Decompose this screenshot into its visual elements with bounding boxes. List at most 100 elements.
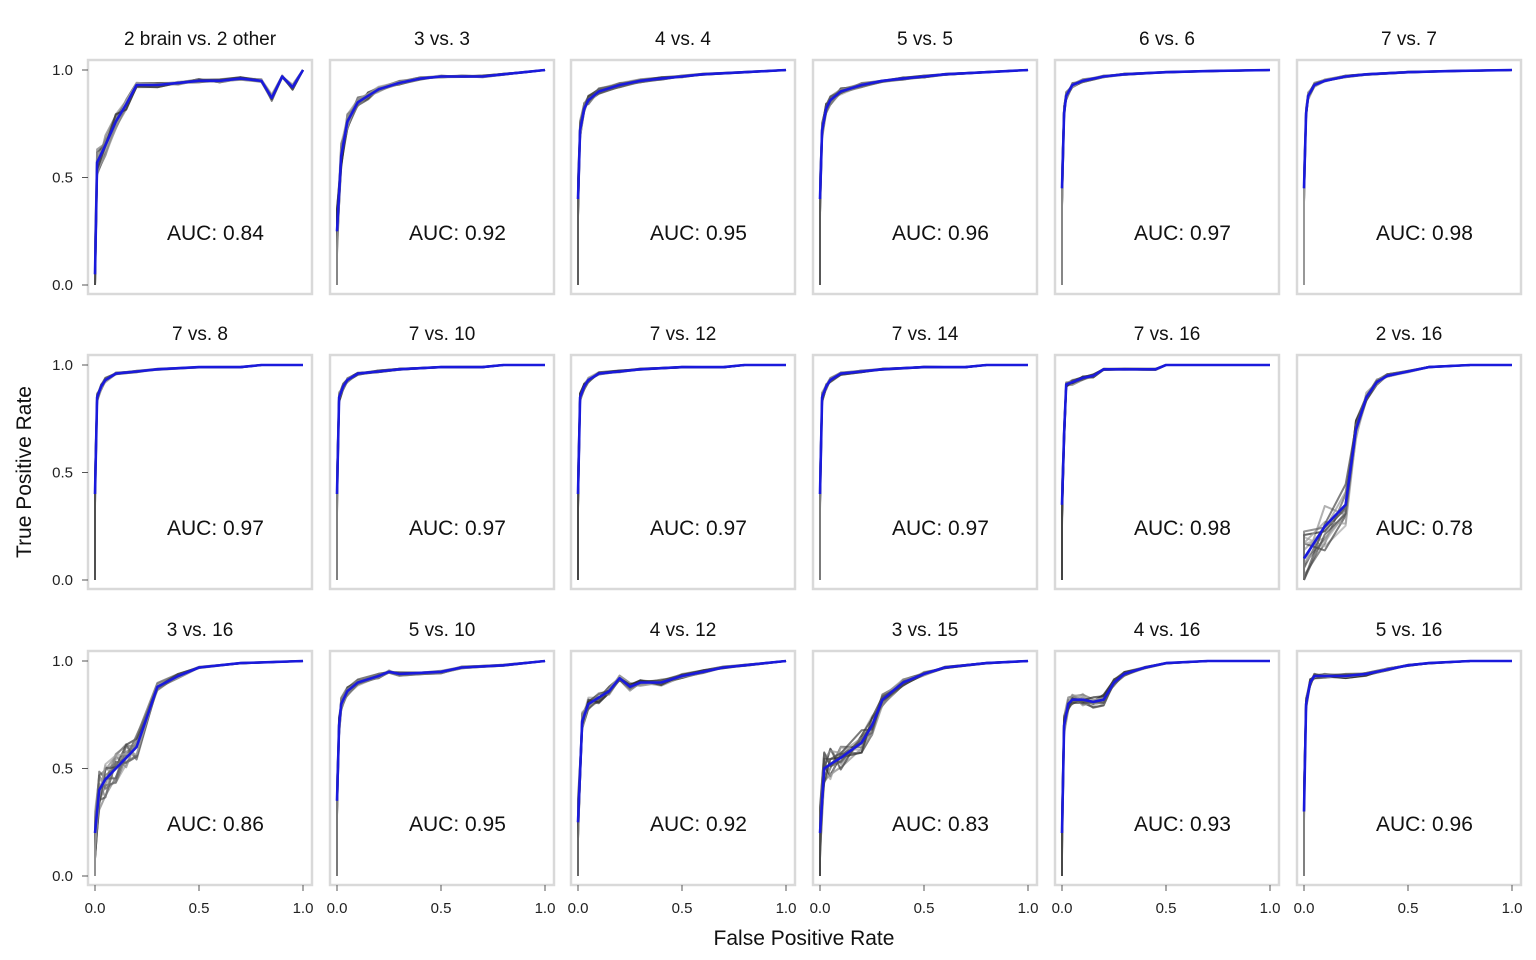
fold-roc-curve [94, 660, 304, 876]
fold-roc-curve [577, 660, 787, 876]
fold-roc-curve [336, 364, 545, 580]
panel-frame [328, 58, 556, 296]
panel-frame [86, 58, 314, 296]
auc-label: AUC: 0.95 [650, 222, 747, 245]
fold-roc-curve [94, 364, 303, 580]
fold-roc-curve [819, 364, 1028, 580]
fold-roc-curve [1061, 364, 1270, 580]
panel-title: 6 vs. 6 [1139, 29, 1195, 50]
mean-roc-curve [93, 659, 304, 834]
fold-roc-curve [1303, 660, 1512, 876]
fold-roc-curve [1061, 660, 1270, 876]
fold-roc-curve [336, 660, 546, 876]
panel-title: 7 vs. 10 [409, 324, 476, 345]
fold-roc-curve [577, 364, 786, 580]
fold-roc-curve [1061, 660, 1270, 876]
roc-panel: 5 vs. 5 AUC: 0.96 [811, 29, 1039, 296]
fold-roc-curve [1303, 660, 1512, 876]
fold-roc-curve [336, 660, 546, 876]
fold-curves [1303, 660, 1512, 876]
x-tick-label: 0.0 [327, 900, 348, 917]
auc-label: AUC: 0.97 [892, 517, 989, 540]
fold-roc-curve [94, 660, 304, 876]
fold-roc-curve [819, 69, 1029, 285]
fold-roc-curve [336, 660, 546, 876]
fold-roc-curve [336, 364, 545, 580]
panel-frame [1295, 353, 1523, 591]
fold-roc-curve [1061, 69, 1271, 285]
roc-panel: 3 vs. 16 AUC: 0.86 0.0 0.5 1.0 0.0 0.5 1.0 [52, 620, 313, 917]
fold-roc-curve [819, 660, 1029, 876]
fold-roc-curve [1303, 69, 1513, 285]
fold-roc-curve [336, 69, 546, 285]
fold-roc-curve [1061, 660, 1270, 876]
fold-roc-curve [819, 364, 1028, 580]
fold-roc-curve [577, 364, 786, 580]
fold-roc-curve [1061, 69, 1271, 285]
fold-roc-curve [1303, 660, 1512, 876]
fold-roc-curve [1061, 69, 1271, 285]
fold-roc-curve [1303, 660, 1512, 876]
fold-roc-curve [1303, 364, 1512, 580]
fold-roc-curve [1303, 364, 1512, 580]
fold-curves [94, 364, 303, 580]
fold-roc-curve [819, 364, 1028, 580]
fold-roc-curve [1303, 660, 1512, 876]
fold-roc-curve [1061, 364, 1270, 580]
fold-roc-curve [577, 364, 786, 580]
fold-roc-curve [1303, 660, 1512, 876]
fold-roc-curve [94, 364, 303, 580]
fold-roc-curve [1061, 69, 1271, 285]
x-tick-label: 0.5 [431, 900, 452, 917]
mean-roc-curve [576, 659, 787, 823]
x-tick-label: 0.0 [1052, 900, 1073, 917]
fold-roc-curve [1303, 660, 1512, 876]
fold-roc-curve [1303, 660, 1512, 876]
fold-roc-curve [336, 660, 546, 876]
fold-roc-curve [1303, 69, 1513, 285]
fold-roc-curve [336, 660, 546, 876]
fold-roc-curve [819, 364, 1028, 580]
fold-roc-curve [336, 364, 545, 580]
fold-roc-curve [94, 364, 303, 580]
panel-title: 7 vs. 12 [650, 324, 717, 345]
fold-roc-curve [336, 364, 545, 580]
fold-curves [1303, 364, 1512, 581]
fold-roc-curve [1303, 660, 1512, 876]
fold-roc-curve [577, 69, 787, 285]
fold-roc-curve [819, 69, 1029, 285]
fold-roc-curve [577, 69, 787, 285]
fold-roc-curve [819, 364, 1028, 580]
fold-roc-curve [336, 364, 545, 580]
y-tick-label: 0.5 [52, 170, 73, 187]
fold-roc-curve [94, 660, 304, 876]
fold-roc-curve [1061, 660, 1270, 876]
fold-roc-curve [1303, 660, 1512, 876]
mean-roc-curve [1302, 363, 1512, 560]
fold-roc-curve [1061, 364, 1270, 580]
x-axis-label: False Positive Rate [714, 927, 895, 950]
fold-roc-curve [819, 69, 1029, 285]
fold-roc-curve [336, 69, 546, 285]
fold-roc-curve [94, 660, 304, 876]
fold-roc-curve [1303, 364, 1512, 581]
fold-roc-curve [819, 364, 1028, 580]
fold-curves [577, 69, 787, 285]
fold-roc-curve [577, 69, 787, 285]
x-tick-label: 0.0 [810, 900, 831, 917]
fold-roc-curve [1303, 364, 1512, 580]
fold-roc-curve [577, 364, 786, 580]
fold-roc-curve [1061, 364, 1270, 580]
fold-roc-curve [1061, 364, 1270, 580]
fold-roc-curve [336, 69, 546, 285]
fold-roc-curve [1061, 660, 1270, 876]
fold-roc-curve [577, 364, 786, 580]
panel-frame [1295, 58, 1523, 296]
mean-roc-curve [1060, 363, 1270, 505]
fold-roc-curve [94, 364, 303, 580]
mean-roc-curve [335, 659, 546, 801]
fold-curves [819, 660, 1029, 876]
auc-label: AUC: 0.86 [167, 813, 264, 836]
panel-title: 7 vs. 14 [892, 324, 959, 345]
panel-title: 3 vs. 16 [167, 620, 234, 641]
